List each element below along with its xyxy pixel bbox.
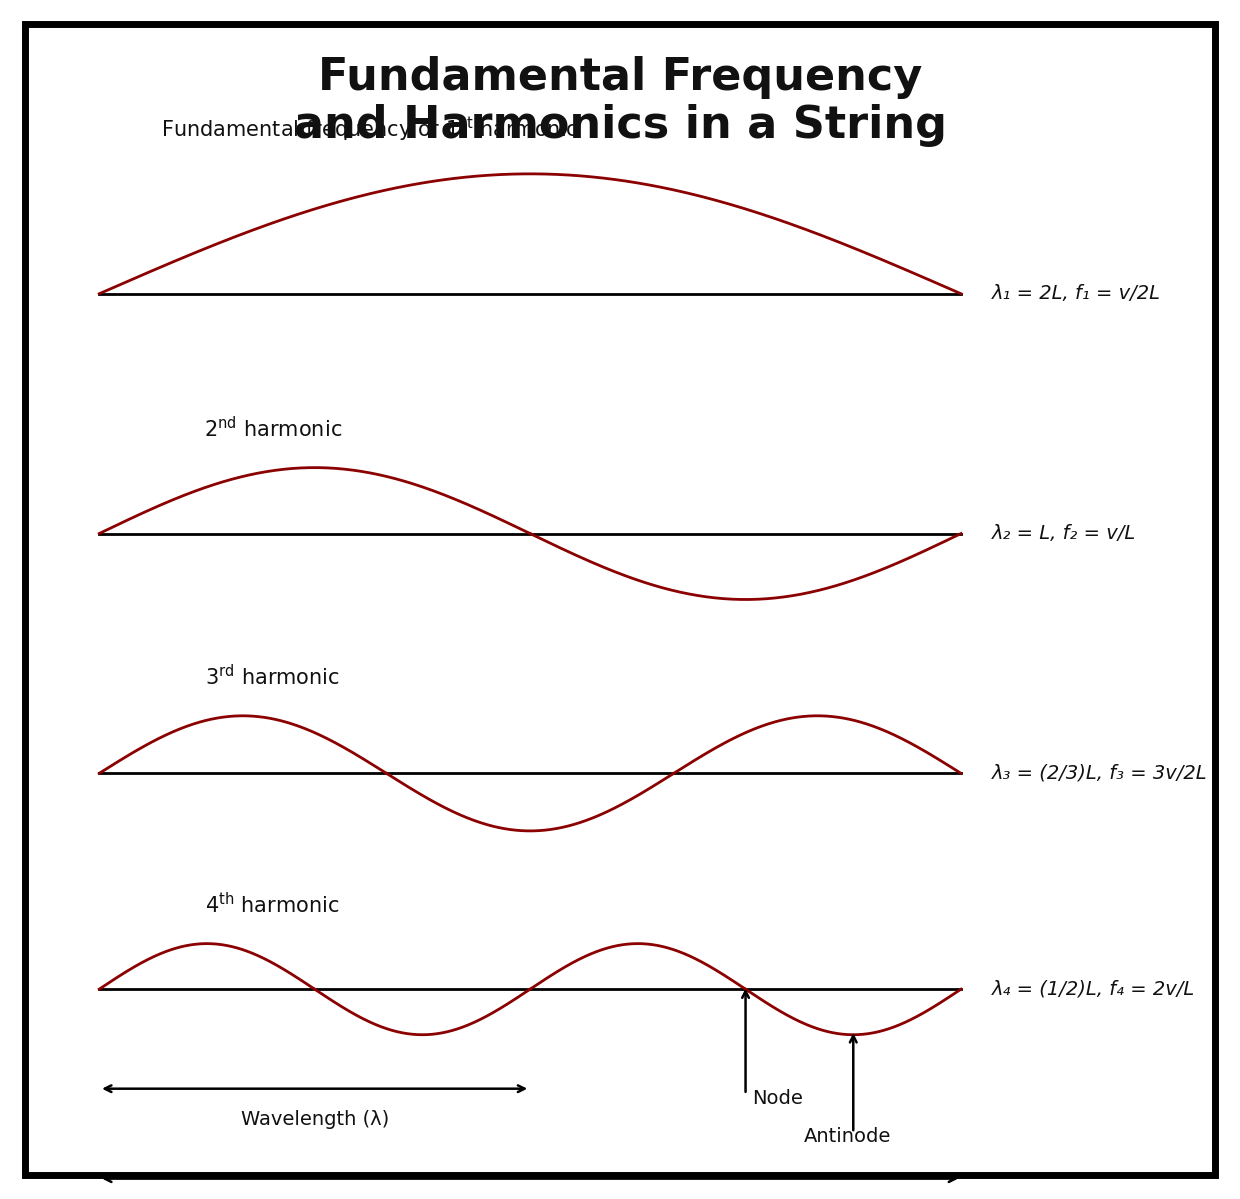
Text: λ₁ = 2L, f₁ = v/2L: λ₁ = 2L, f₁ = v/2L [992, 284, 1161, 303]
Text: λ₃ = (2/3)L, f₃ = 3v/2L: λ₃ = (2/3)L, f₃ = 3v/2L [992, 764, 1208, 783]
Text: Node: Node [751, 1089, 802, 1108]
Text: Antinode: Antinode [804, 1127, 892, 1146]
Text: 2$^{\mathrm{nd}}$ harmonic: 2$^{\mathrm{nd}}$ harmonic [203, 416, 342, 441]
Text: λ₂ = L, f₂ = v/L: λ₂ = L, f₂ = v/L [992, 524, 1136, 543]
Text: Wavelength (λ): Wavelength (λ) [241, 1110, 389, 1129]
Text: λ₄ = (1/2)L, f₄ = 2v/L: λ₄ = (1/2)L, f₄ = 2v/L [992, 980, 1195, 999]
Text: Fundamental Frequency: Fundamental Frequency [317, 56, 923, 100]
Text: and Harmonics in a String: and Harmonics in a String [294, 104, 946, 147]
Text: Fundamental frequency or 1$^{\mathrm{st}}$ harmonic: Fundamental frequency or 1$^{\mathrm{st}… [161, 115, 578, 144]
Text: 4$^{\mathrm{th}}$ harmonic: 4$^{\mathrm{th}}$ harmonic [206, 892, 340, 917]
Text: 3$^{\mathrm{rd}}$ harmonic: 3$^{\mathrm{rd}}$ harmonic [206, 664, 340, 689]
